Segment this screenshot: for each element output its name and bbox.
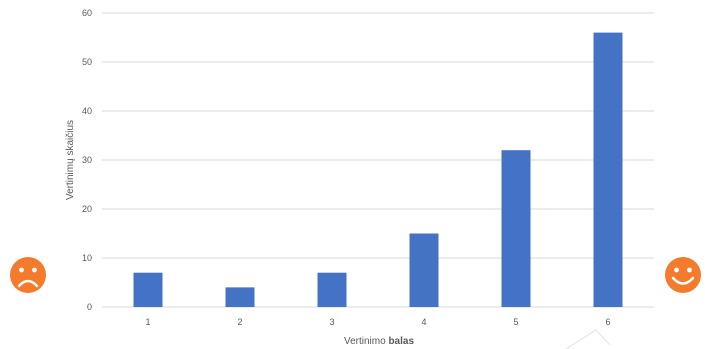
y-tick-label: 0 xyxy=(87,302,92,312)
decorative-arrow-icon xyxy=(565,329,611,349)
y-tick-label: 30 xyxy=(82,155,92,165)
x-axis-label: Vertinimo balas xyxy=(344,336,414,347)
happy-face-icon xyxy=(665,257,701,293)
x-tick-label: 1 xyxy=(145,317,150,327)
x-tick-labels: 1 2 3 4 5 6 xyxy=(145,317,610,327)
y-tick-label: 40 xyxy=(82,106,92,116)
bar-6 xyxy=(593,32,623,307)
bar-3 xyxy=(317,272,347,307)
y-tick-label: 10 xyxy=(82,253,92,263)
x-axis-label-bold: balas xyxy=(388,336,414,347)
bar-4 xyxy=(409,233,439,307)
x-tick-label: 5 xyxy=(513,317,518,327)
x-tick-label: 3 xyxy=(329,317,334,327)
bars xyxy=(133,32,623,307)
x-tick-label: 6 xyxy=(605,317,610,327)
y-tick-label: 60 xyxy=(82,8,92,18)
y-tick-label: 20 xyxy=(82,204,92,214)
bar-2 xyxy=(225,287,255,307)
x-tick-label: 2 xyxy=(237,317,242,327)
y-tick-label: 50 xyxy=(82,57,92,67)
grid-lines xyxy=(102,12,654,308)
bar-1 xyxy=(133,272,163,307)
sad-face-icon xyxy=(10,257,46,293)
bar-5 xyxy=(501,150,531,307)
x-axis-label-prefix: Vertinimo xyxy=(344,336,388,347)
y-tick-labels: 0 10 20 30 40 50 60 xyxy=(82,8,92,312)
y-axis-label: Vertinimų skaičius xyxy=(65,120,76,200)
x-tick-label: 4 xyxy=(421,317,426,327)
